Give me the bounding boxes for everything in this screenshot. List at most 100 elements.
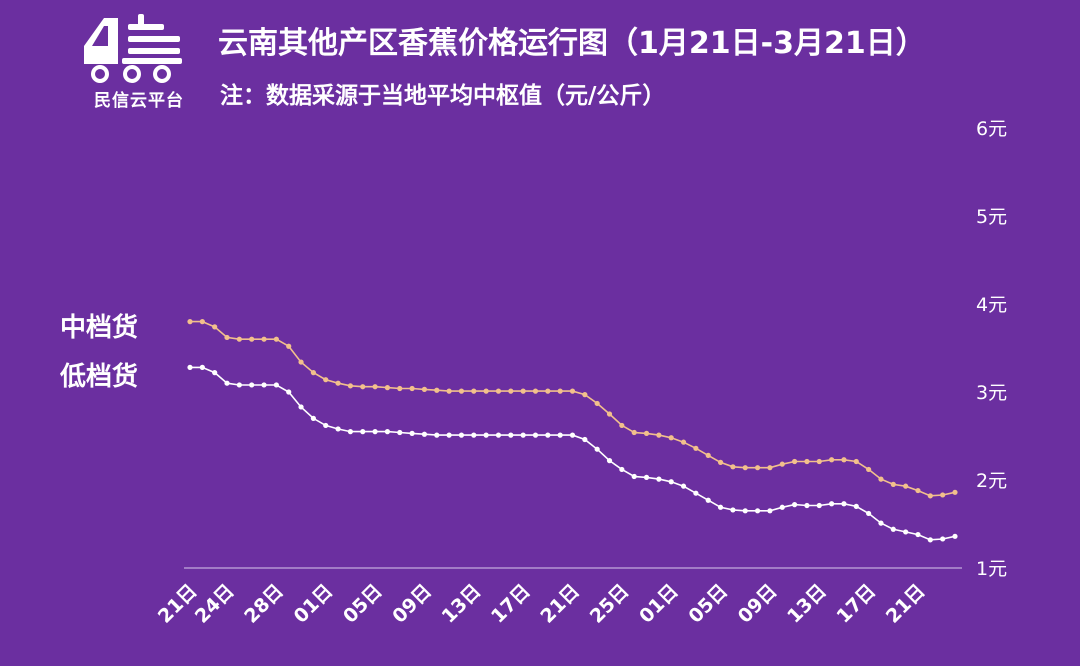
data-point: [890, 526, 896, 532]
y-tick-label: 4元: [976, 294, 1007, 316]
data-point: [668, 435, 674, 441]
data-point: [372, 429, 378, 435]
data-point: [767, 508, 773, 514]
data-point: [532, 388, 539, 394]
data-point: [791, 502, 798, 508]
data-point: [619, 422, 625, 429]
data-point: [199, 364, 205, 370]
data-point: [508, 432, 514, 438]
data-point: [224, 334, 230, 341]
y-tick-label: 5元: [976, 206, 1007, 228]
y-tick-label: 2元: [976, 470, 1007, 492]
data-point: [212, 324, 218, 330]
data-point: [915, 487, 921, 494]
data-point: [545, 388, 551, 394]
data-point: [249, 382, 255, 388]
y-tick-label: 1元: [976, 558, 1007, 580]
y-tick-label: 6元: [976, 118, 1007, 140]
data-point: [347, 383, 354, 389]
data-point: [829, 457, 835, 463]
series-label-low: 低档货: [60, 362, 139, 392]
minxin-truck-logo: [78, 10, 198, 110]
data-point: [816, 502, 822, 509]
data-point: [360, 384, 366, 390]
data-point: [335, 380, 341, 386]
data-point: [878, 520, 884, 526]
data-point: [384, 385, 391, 391]
data-point: [458, 388, 465, 394]
data-point: [569, 432, 576, 438]
x-tick-label: 25日: [586, 580, 634, 628]
data-point: [779, 461, 785, 467]
data-point: [656, 432, 662, 438]
x-tick-label: 24日: [191, 580, 239, 628]
x-tick-label: 01日: [635, 580, 683, 628]
data-point: [643, 474, 650, 480]
data-point: [594, 400, 600, 407]
data-point: [680, 483, 687, 489]
x-tick-label: 09日: [388, 580, 436, 628]
data-point: [421, 386, 428, 392]
data-point: [360, 429, 366, 435]
data-point: [421, 431, 428, 437]
data-point: [606, 458, 613, 464]
data-point: [594, 446, 600, 452]
data-point: [631, 473, 637, 480]
data-point: [545, 432, 551, 438]
data-point: [754, 508, 761, 514]
data-point: [680, 439, 687, 445]
data-point: [434, 432, 440, 438]
x-tick-label: 05日: [684, 580, 732, 628]
data-point: [903, 529, 909, 535]
data-point: [471, 432, 477, 438]
data-point: [927, 537, 933, 543]
data-point: [199, 319, 205, 325]
series-label-mid: 中档货: [60, 313, 139, 343]
data-point: [742, 508, 748, 514]
data-point: [532, 432, 539, 438]
data-point: [816, 458, 822, 465]
data-point: [631, 429, 637, 436]
data-point: [236, 336, 242, 342]
data-point: [261, 336, 267, 342]
data-point: [754, 465, 761, 471]
data-point: [520, 432, 526, 438]
data-point: [619, 466, 625, 473]
data-point: [508, 388, 514, 394]
data-point: [310, 415, 316, 421]
data-point: [335, 426, 341, 432]
x-tick-label: 17日: [487, 580, 535, 628]
data-point: [298, 404, 304, 410]
data-point: [693, 490, 699, 496]
data-point: [187, 364, 193, 370]
data-point: [582, 436, 588, 443]
data-point: [705, 497, 711, 503]
data-point: [717, 459, 724, 465]
data-point: [940, 536, 946, 542]
data-point: [347, 429, 354, 435]
data-point: [779, 504, 785, 510]
x-tick-label: 13日: [783, 580, 831, 628]
data-point: [520, 388, 526, 394]
data-point: [853, 458, 859, 465]
data-point: [866, 510, 872, 517]
data-point: [261, 382, 267, 388]
y-tick-label: 3元: [976, 382, 1007, 404]
data-point: [705, 452, 711, 458]
data-point: [693, 445, 699, 451]
x-tick-label: 21日: [536, 580, 584, 628]
data-point: [767, 465, 773, 471]
data-point: [841, 457, 847, 463]
data-point: [483, 432, 489, 438]
data-point: [310, 370, 316, 376]
data-point: [829, 501, 835, 507]
data-point: [434, 387, 440, 393]
data-point: [458, 432, 465, 438]
data-point: [804, 502, 810, 509]
x-tick-label: 01日: [290, 580, 338, 628]
data-point: [927, 493, 933, 499]
data-point: [471, 388, 477, 394]
data-point: [273, 382, 279, 388]
chart-subtitle: 注：数据采源于当地平均中枢值（元/公斤）: [220, 83, 666, 109]
data-point: [915, 531, 921, 538]
